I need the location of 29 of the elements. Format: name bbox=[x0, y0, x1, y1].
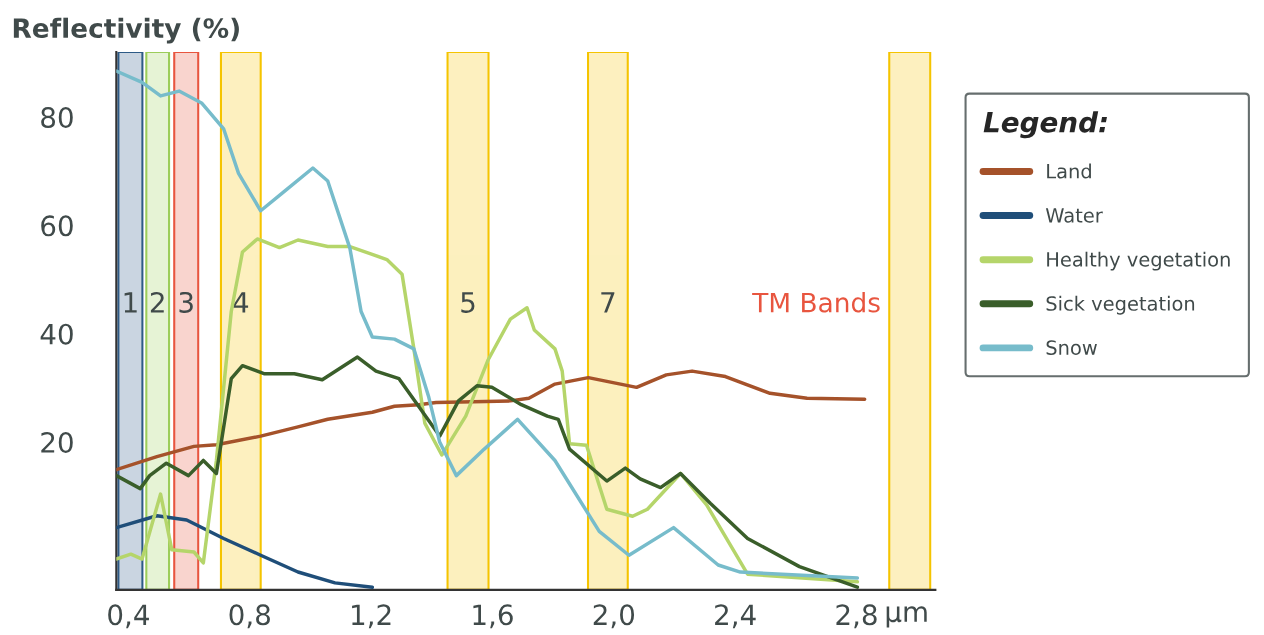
y-tick-label: 40 bbox=[40, 323, 73, 345]
y-tick-label: 60 bbox=[41, 215, 73, 237]
x-tick-label: 0,8 bbox=[229, 604, 270, 629]
y-axis-title: Reflectivity (%) bbox=[13, 17, 239, 44]
band-label: 2 bbox=[150, 291, 164, 313]
x-tick-label: 1,2 bbox=[352, 604, 391, 629]
legend-label: Sick vegetation bbox=[1046, 295, 1195, 315]
annotation: TM Bands bbox=[752, 292, 880, 313]
x-axis-title: µm bbox=[886, 606, 927, 628]
line-series bbox=[116, 355, 860, 589]
band-label: 1 bbox=[124, 292, 137, 313]
legend-label: Healthy vegetation bbox=[1047, 251, 1230, 271]
band-label: 4 bbox=[233, 292, 249, 313]
legend-label: Land bbox=[1047, 163, 1091, 179]
line-series bbox=[116, 369, 867, 472]
y-tick-label: 80 bbox=[41, 107, 73, 129]
legend-label: Water bbox=[1045, 208, 1103, 223]
x-tick-label: 1,6 bbox=[473, 604, 513, 629]
legend-label: Snow bbox=[1046, 340, 1097, 355]
band-label: 3 bbox=[179, 291, 193, 313]
legend-title: Legend: bbox=[983, 111, 1107, 139]
x-tick-label: 2,4 bbox=[715, 604, 756, 629]
x-tick-label: 2,8 bbox=[836, 604, 877, 629]
band-label: 5 bbox=[461, 292, 475, 313]
x-tick-label: 0,4 bbox=[108, 604, 149, 629]
band-label: 7 bbox=[601, 292, 615, 313]
x-tick-label: 2,0 bbox=[593, 604, 635, 629]
line-series bbox=[116, 513, 375, 589]
y-tick-label: 20 bbox=[41, 431, 73, 453]
